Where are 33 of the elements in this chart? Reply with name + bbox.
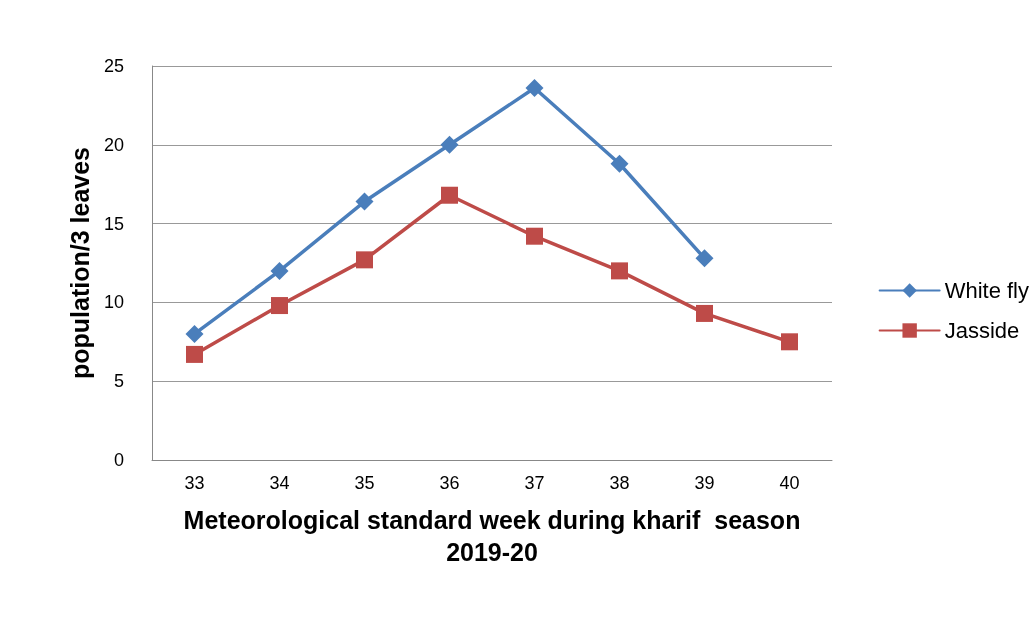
x-tick-label: 36 [439,473,460,493]
y-tick-label: 10 [103,292,124,313]
point [611,262,628,280]
point [356,251,373,269]
point [185,324,204,343]
y-tick-label: 25 [103,56,124,76]
point [781,333,798,351]
y-tick-label: 15 [103,213,124,234]
x-tick-label: 35 [354,473,375,493]
point [695,249,714,268]
y-tick-label: 20 [103,134,124,155]
point [441,186,458,204]
point [270,261,289,280]
x-tick-label: 38 [609,473,630,493]
x-tick-label: 40 [779,473,800,493]
y-tick-label: 0 [113,450,124,470]
point [610,154,629,173]
point [186,345,203,363]
point [440,135,459,154]
x-tick-label: 39 [694,473,715,493]
y-tick-label: 5 [113,371,124,392]
x-tick-label: 37 [524,473,545,493]
point [525,79,544,98]
point [271,297,288,315]
legend-label: Jasside [944,318,1020,343]
y-axis-title: population/3 leaves [65,146,94,380]
x-axis-title: Meteorological standard week during kharif season 2019-20 [183,506,801,566]
point [696,304,713,322]
x-tick-label: 34 [269,473,290,493]
point [526,227,543,245]
x-tick-label: 33 [184,473,205,493]
legend-label: White fly [944,278,1030,303]
point [355,192,374,211]
